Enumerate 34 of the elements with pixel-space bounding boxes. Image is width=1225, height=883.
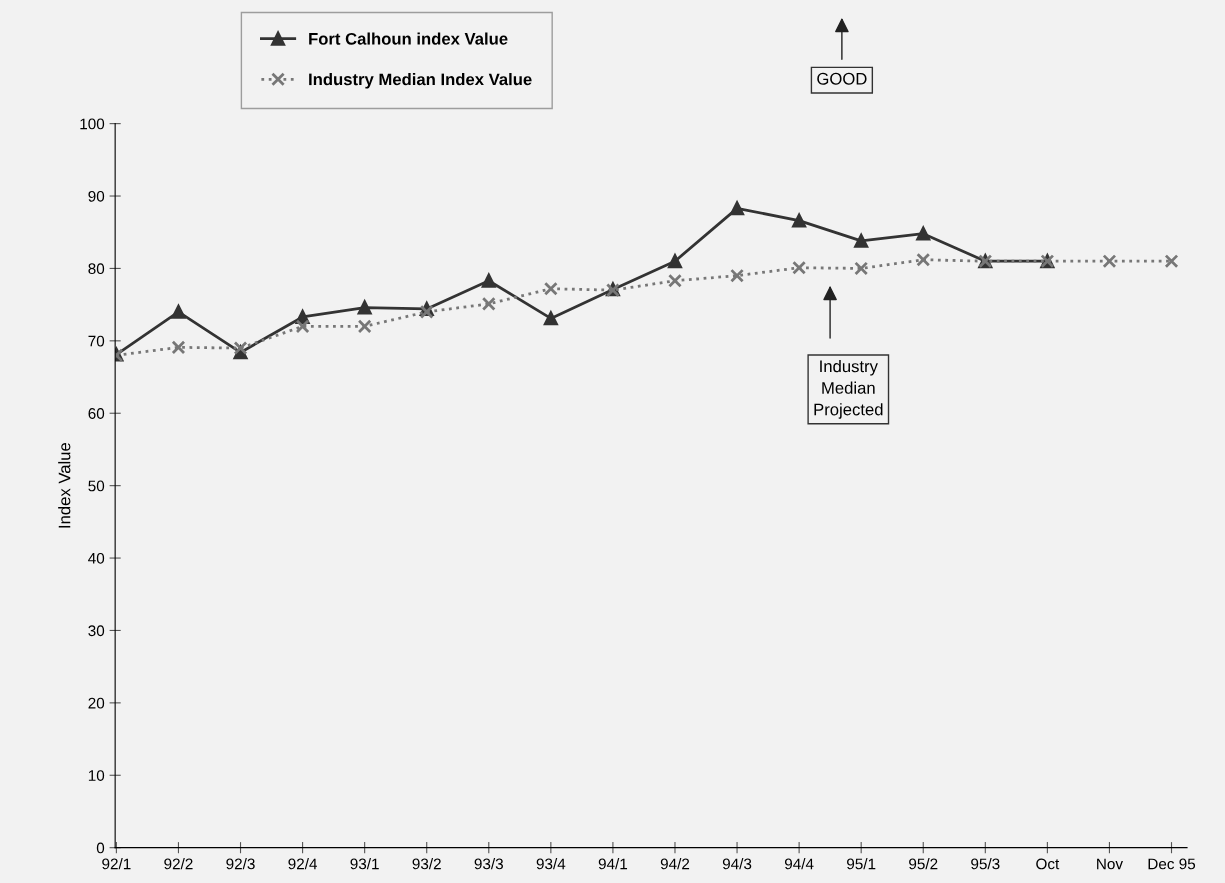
- legend-label: Industry Median Index Value: [309, 73, 532, 89]
- y-tick-label: 50: [88, 480, 105, 492]
- x-tick-label: 93/1: [350, 858, 379, 870]
- x-tick-label: Oct: [1036, 858, 1060, 870]
- x-tick-label: Dec 95: [1148, 858, 1196, 870]
- y-tick-label: 80: [88, 263, 105, 275]
- x-tick-label: 94/4: [784, 858, 814, 870]
- x-tick-label: 92/2: [164, 858, 193, 870]
- x-tick-label: 92/1: [102, 858, 131, 870]
- legend-label: Fort Calhoun index Value: [309, 32, 508, 45]
- x-tick-label: Nov: [1097, 858, 1123, 870]
- y-tick-label: 40: [88, 552, 105, 564]
- x-tick-label: 94/1: [598, 858, 628, 870]
- annotation: Industry Median Projected: [814, 360, 883, 419]
- y-tick-label: 30: [88, 625, 105, 637]
- x-tick-label: 95/2: [909, 858, 938, 870]
- x-tick-label: 94/3: [722, 858, 752, 870]
- text: GOOD: [817, 72, 867, 85]
- x-tick-label: 95/3: [971, 858, 1000, 870]
- y-tick-label: 10: [88, 770, 105, 781]
- x-tick-label: 95/1: [847, 858, 876, 870]
- y-tick-label: 0: [96, 842, 105, 854]
- y-tick-label: 70: [88, 335, 105, 347]
- y-axis-title: Index Value: [58, 442, 71, 528]
- x-tick-label: 93/3: [474, 858, 503, 870]
- x-tick-label: 93/2: [412, 858, 441, 870]
- x-tick-label: 93/4: [536, 858, 566, 870]
- y-tick-label: 100: [80, 118, 105, 130]
- x-tick-label: 92/4: [288, 858, 318, 870]
- y-tick-label: 90: [88, 190, 105, 202]
- y-tick-label: 60: [88, 408, 105, 419]
- y-tick-label: 20: [88, 697, 105, 709]
- x-tick-label: 92/3: [226, 858, 255, 870]
- x-tick-label: 94/2: [660, 858, 690, 870]
